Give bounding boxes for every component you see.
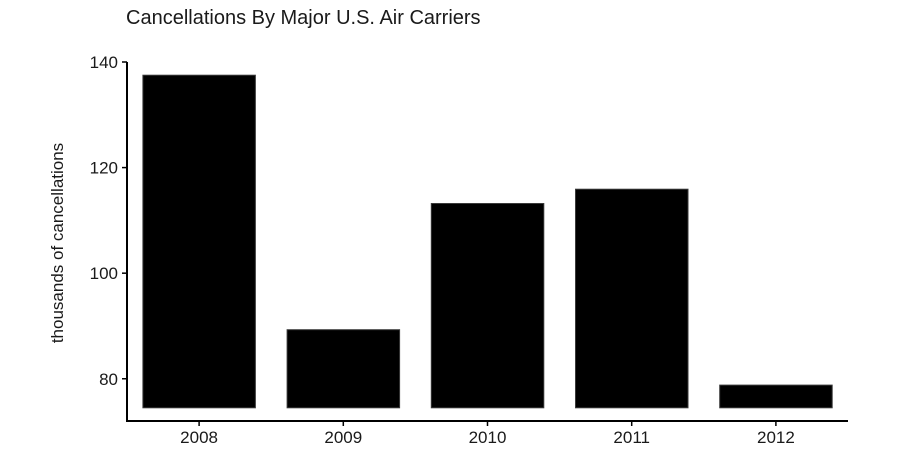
- y-tick-label: 100: [90, 264, 118, 283]
- y-tick-label: 120: [90, 159, 118, 178]
- x-tick-label: 2009: [324, 428, 362, 447]
- x-axis-ticks: 2008 2009 2010 2011 2012: [180, 421, 795, 447]
- y-tick-label: 140: [90, 53, 118, 72]
- bar-2009: [286, 329, 401, 409]
- y-tick-label: 80: [99, 370, 118, 389]
- y-axis-ticks: 80 100 120 140: [90, 53, 127, 389]
- chart-title: Cancellations By Major U.S. Air Carriers: [126, 7, 481, 29]
- bar-2012: [719, 384, 833, 409]
- x-tick-label: 2008: [180, 428, 218, 447]
- x-tick-label: 2010: [469, 428, 507, 447]
- bar-2011: [575, 188, 689, 409]
- x-tick-label: 2011: [613, 428, 650, 447]
- bar-2008: [142, 74, 256, 409]
- bar-2010: [430, 203, 545, 409]
- x-tick-label: 2012: [757, 428, 795, 447]
- bars-group: [142, 74, 833, 409]
- y-axis-label: thousands of cancellations: [48, 143, 67, 343]
